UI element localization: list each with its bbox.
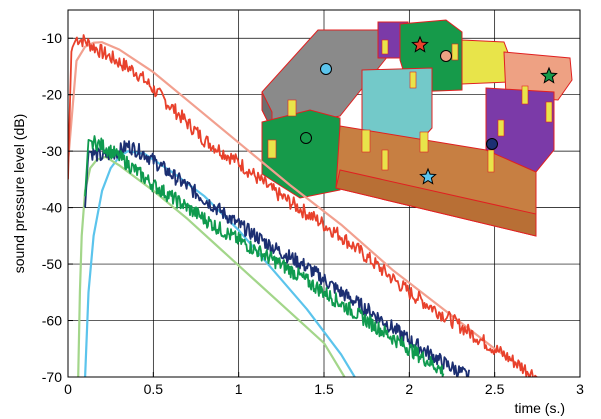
receiver-marker: [301, 133, 312, 144]
x-tick-label: 2: [405, 381, 413, 397]
building-floorplan-inset: [262, 20, 572, 236]
x-axis-label: time (s.): [514, 400, 565, 416]
door: [452, 44, 458, 60]
x-tick-label: 1: [235, 381, 243, 397]
door: [498, 120, 504, 136]
y-tick-label: -60: [42, 313, 62, 329]
door: [268, 140, 276, 158]
x-tick-label: 2.5: [485, 381, 505, 397]
x-tick-label: 3: [576, 381, 584, 397]
receiver-marker: [441, 51, 452, 62]
y-tick-label: -10: [42, 30, 62, 46]
door: [522, 86, 528, 104]
room-yellow: [462, 40, 510, 84]
door: [288, 100, 296, 116]
door: [488, 150, 494, 172]
x-axis-ticks: 0 0.5 1 1.5 2 2.5 3: [64, 372, 584, 397]
door: [420, 132, 428, 152]
x-tick-label: 0: [64, 381, 72, 397]
door: [410, 72, 416, 88]
door: [362, 130, 370, 152]
receiver-marker: [487, 139, 498, 150]
door: [382, 150, 388, 170]
y-tick-label: -20: [42, 87, 62, 103]
y-tick-label: -30: [42, 143, 62, 159]
x-tick-label: 0.5: [144, 381, 164, 397]
receiver-marker: [321, 64, 332, 75]
y-tick-label: -50: [42, 256, 62, 272]
y-tick-label: -70: [42, 369, 62, 385]
y-tick-label: -40: [42, 200, 62, 216]
door: [382, 40, 388, 54]
x-tick-label: 1.5: [314, 381, 334, 397]
door: [546, 102, 552, 122]
y-axis-label: sound pressure level (dB): [11, 114, 27, 274]
